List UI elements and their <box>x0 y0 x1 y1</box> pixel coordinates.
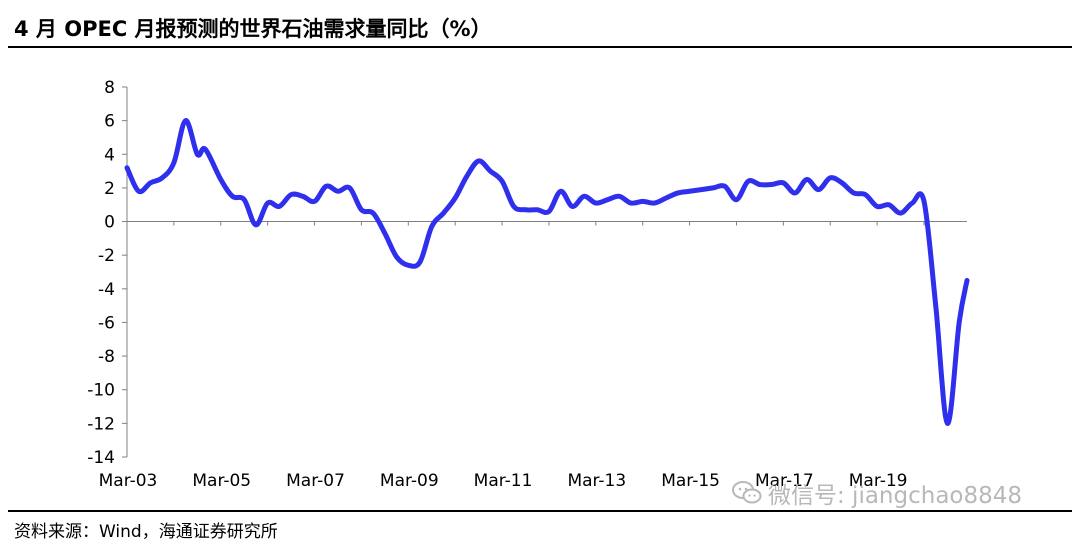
series-group <box>124 118 970 426</box>
watermark-text: 微信号: jiangchao8848 <box>768 483 1023 509</box>
y-tick-label: -8 <box>98 347 115 367</box>
source-note: 资料来源：Wind，海通证券研究所 <box>14 522 278 542</box>
y-tick-label: 6 <box>104 112 115 132</box>
y-tick-label: 8 <box>104 78 115 98</box>
title-divider <box>8 46 1072 48</box>
x-tick-label: Mar-03 <box>99 471 158 491</box>
chart-title: 4 月 OPEC 月报预测的世界石油需求量同比（%） <box>14 17 492 41</box>
y-tick-label: 0 <box>104 213 115 233</box>
x-tick-label: Mar-07 <box>286 471 345 491</box>
x-tick-label: Mar-17 <box>755 471 814 491</box>
y-tick-label: 4 <box>104 145 115 165</box>
x-tick-label: Mar-13 <box>567 471 626 491</box>
x-tick-label: Mar-11 <box>474 471 533 491</box>
y-tick-label: -4 <box>98 280 115 300</box>
y-axis: 8 6 4 2 0 -2 -4 -6 -8 -10 -12 -14 <box>87 78 128 468</box>
series-line <box>124 118 970 426</box>
footer-divider <box>8 510 1072 512</box>
x-tick-label: Mar-15 <box>661 471 720 491</box>
watermark: 微信号: jiangchao8848 <box>732 477 1022 509</box>
y-tick-label: -6 <box>98 313 115 333</box>
wechat-icon <box>732 481 762 504</box>
y-tick-label: -12 <box>87 414 115 434</box>
y-tick-label: -2 <box>98 246 115 266</box>
x-tick-label: Mar-09 <box>380 471 439 491</box>
y-tick-label: -14 <box>87 448 115 468</box>
x-axis: Mar-03 Mar-05 Mar-07 Mar-09 Mar-11 Mar-13 Mar-… <box>99 221 967 491</box>
x-tick-label: Mar-19 <box>849 471 908 491</box>
x-tick-label: Mar-05 <box>192 471 251 491</box>
y-tick-label: -10 <box>87 381 115 401</box>
title-bar: 4 月 OPEC 月报预测的世界石油需求量同比（%） <box>0 0 1080 46</box>
y-tick-label: 2 <box>104 179 115 199</box>
